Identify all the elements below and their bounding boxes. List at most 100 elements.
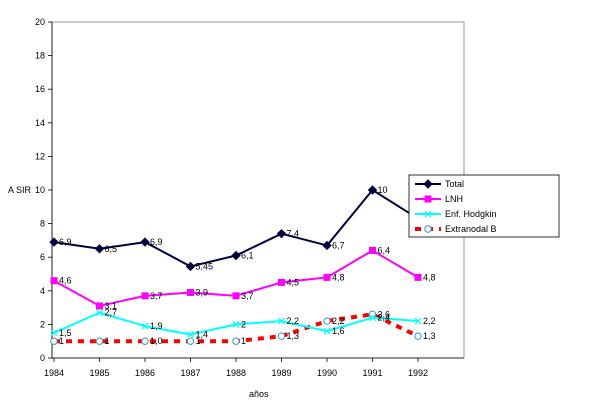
point-extranodal-b bbox=[50, 337, 58, 345]
point-extranodal-b bbox=[368, 310, 377, 319]
point-lnh bbox=[369, 246, 376, 254]
x-tick-label: 1992 bbox=[408, 368, 428, 378]
data-label-extranodal-b: 1 bbox=[241, 336, 246, 346]
x-tick-label: 1987 bbox=[180, 368, 200, 378]
point-enf-hodgkin bbox=[278, 317, 285, 325]
data-label-lnh: 3,7 bbox=[150, 291, 163, 301]
point-extranodal-b bbox=[95, 337, 104, 345]
point-enf-hodgkin bbox=[323, 327, 331, 335]
y-tick-label: 16 bbox=[35, 84, 45, 94]
x-tick-label: 1990 bbox=[317, 368, 337, 378]
series-total bbox=[49, 185, 423, 272]
data-label-total: 6,1 bbox=[241, 251, 254, 261]
data-label-enf-hodgkin: 1,9 bbox=[150, 321, 163, 331]
y-tick-label: 20 bbox=[35, 17, 45, 27]
y-tick-label: 0 bbox=[40, 353, 45, 363]
data-label-extranodal-b: 1 bbox=[105, 336, 110, 346]
y-tick-label: 4 bbox=[40, 286, 45, 296]
point-total bbox=[49, 237, 59, 247]
data-label-total: 6,9 bbox=[150, 237, 163, 247]
data-label-lnh: 3,1 bbox=[105, 301, 118, 311]
point-lnh bbox=[232, 292, 240, 300]
legend-item-lnh: LNH bbox=[415, 194, 463, 204]
legend: Total LNH Enf. Hodgkin Extranodal B bbox=[408, 174, 560, 238]
point-enf-hodgkin bbox=[141, 322, 149, 330]
data-label-total: 7,4 bbox=[287, 229, 300, 239]
point-lnh bbox=[187, 288, 194, 296]
legend-label-lnh: LNH bbox=[445, 194, 463, 204]
series-layer bbox=[49, 185, 423, 345]
point-lnh bbox=[323, 273, 331, 281]
data-labels: 6,96,56,95,456,17,46,7108,34,63,13,73,93… bbox=[59, 185, 436, 346]
data-label-enf-hodgkin: 1,6 bbox=[332, 326, 345, 336]
data-label-lnh: 4,8 bbox=[332, 272, 345, 282]
x-tick-label: 1991 bbox=[362, 368, 382, 378]
y-tick-label: 12 bbox=[35, 151, 45, 161]
x-tick-label: 1986 bbox=[135, 368, 155, 378]
point-lnh bbox=[141, 292, 149, 300]
point-enf-hodgkin bbox=[369, 314, 376, 322]
y-tick-label: 8 bbox=[40, 219, 45, 229]
legend-box bbox=[408, 174, 560, 238]
data-label-extranodal-b: 2,2 bbox=[332, 316, 345, 326]
point-total bbox=[94, 244, 105, 254]
point-extranodal-b bbox=[141, 337, 149, 345]
legend-item-total: Total bbox=[415, 179, 464, 189]
legend-marker-enf-hodgkin bbox=[424, 210, 432, 218]
series-lnh bbox=[50, 246, 422, 310]
legend-marker-lnh bbox=[424, 195, 432, 203]
data-label-total: 6,7 bbox=[332, 240, 345, 250]
point-total bbox=[322, 240, 332, 251]
data-label-lnh: 6,4 bbox=[378, 245, 391, 255]
data-label-extranodal-b: 1,3 bbox=[423, 331, 436, 341]
point-total bbox=[367, 185, 378, 195]
legend-marker-total bbox=[423, 179, 433, 189]
x-tick-label: 1988 bbox=[226, 368, 246, 378]
legend-item-extranodal-b: Extranodal B bbox=[415, 224, 497, 234]
data-label-lnh: 3,7 bbox=[241, 291, 254, 301]
point-total bbox=[140, 237, 150, 247]
y-tick-label: 2 bbox=[40, 319, 45, 329]
data-label-enf-hodgkin: 2 bbox=[241, 319, 246, 329]
data-label-enf-hodgkin: 1,5 bbox=[59, 328, 72, 338]
point-enf-hodgkin bbox=[187, 331, 194, 338]
point-total bbox=[185, 261, 196, 272]
data-label-total: 5,45 bbox=[196, 261, 214, 271]
data-label-enf-hodgkin: 1,4 bbox=[196, 329, 209, 339]
x-axis-title: años bbox=[249, 389, 269, 399]
point-extranodal-b bbox=[323, 317, 331, 325]
data-label-enf-hodgkin: 2,2 bbox=[287, 316, 300, 326]
point-enf-hodgkin bbox=[232, 320, 240, 328]
data-label-extranodal-b: 1,0 bbox=[150, 336, 163, 346]
legend-label-extranodal-b: Extranodal B bbox=[445, 224, 497, 234]
data-label-total: 10 bbox=[378, 185, 388, 195]
data-label-extranodal-b: 1 bbox=[196, 336, 201, 346]
point-extranodal-b bbox=[232, 337, 240, 345]
y-tick-label: 14 bbox=[35, 118, 45, 128]
point-lnh bbox=[96, 302, 103, 310]
point-lnh bbox=[414, 273, 422, 281]
data-label-total: 6,5 bbox=[105, 244, 118, 254]
y-tick-label: 6 bbox=[40, 252, 45, 262]
point-enf-hodgkin bbox=[96, 309, 103, 317]
data-label-lnh: 3,9 bbox=[196, 287, 209, 297]
data-label-lnh: 4,5 bbox=[287, 277, 300, 287]
y-tick-label: 18 bbox=[35, 51, 45, 61]
point-enf-hodgkin bbox=[414, 317, 422, 325]
x-tick-label: 1985 bbox=[89, 368, 109, 378]
data-label-enf-hodgkin: 2,4 bbox=[378, 313, 391, 323]
y-axis-title: A SIR bbox=[8, 185, 32, 195]
data-label-enf-hodgkin: 2,2 bbox=[423, 316, 436, 326]
data-label-extranodal-b: 1 bbox=[59, 336, 64, 346]
point-lnh bbox=[50, 277, 58, 285]
data-label-enf-hodgkin: 2,7 bbox=[105, 308, 118, 318]
point-extranodal-b bbox=[414, 332, 422, 340]
point-enf-hodgkin bbox=[50, 329, 58, 337]
legend-item-enf-hodgkin: Enf. Hodgkin bbox=[415, 209, 497, 219]
legend-marker-extranodal-b bbox=[424, 225, 432, 233]
x-tick-label: 1989 bbox=[271, 368, 291, 378]
data-label-total: 6,9 bbox=[59, 237, 72, 247]
data-label-extranodal-b: 1,3 bbox=[287, 331, 300, 341]
data-label-extranodal-b: 2,6 bbox=[378, 309, 391, 319]
